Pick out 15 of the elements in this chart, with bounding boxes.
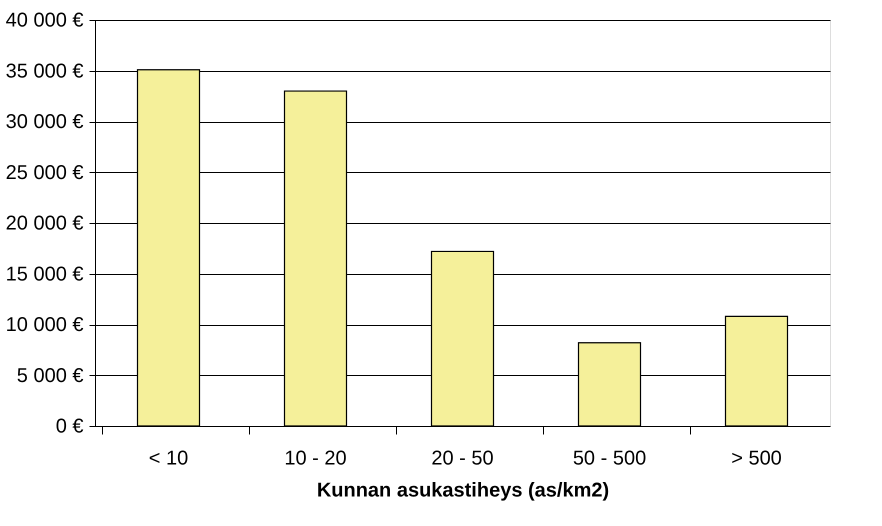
x-tick-label: > 500 <box>731 448 782 470</box>
y-tick-label: 35 000 € <box>6 60 84 82</box>
y-tick-label: 15 000 € <box>6 263 84 286</box>
y-tick-label: 40 000 € <box>6 10 84 32</box>
x-axis-title: Kunnan asukastiheys (as/km2) <box>316 480 610 502</box>
x-tick-label: 20 - 50 <box>431 448 494 470</box>
y-tick-label: 25 000 € <box>6 162 84 184</box>
x-tick-label: 50 - 500 <box>572 448 646 470</box>
y-tick-label: 30 000 € <box>6 111 84 133</box>
y-tick-label: 20 000 € <box>6 212 84 234</box>
x-tick-label: 10 - 20 <box>284 448 347 470</box>
y-tick-label: 5 000 € <box>16 364 84 387</box>
x-tick-label: < 10 <box>148 448 188 470</box>
y-tick-label: 0 € <box>56 416 84 438</box>
y-tick-label: 10 000 € <box>6 314 84 336</box>
